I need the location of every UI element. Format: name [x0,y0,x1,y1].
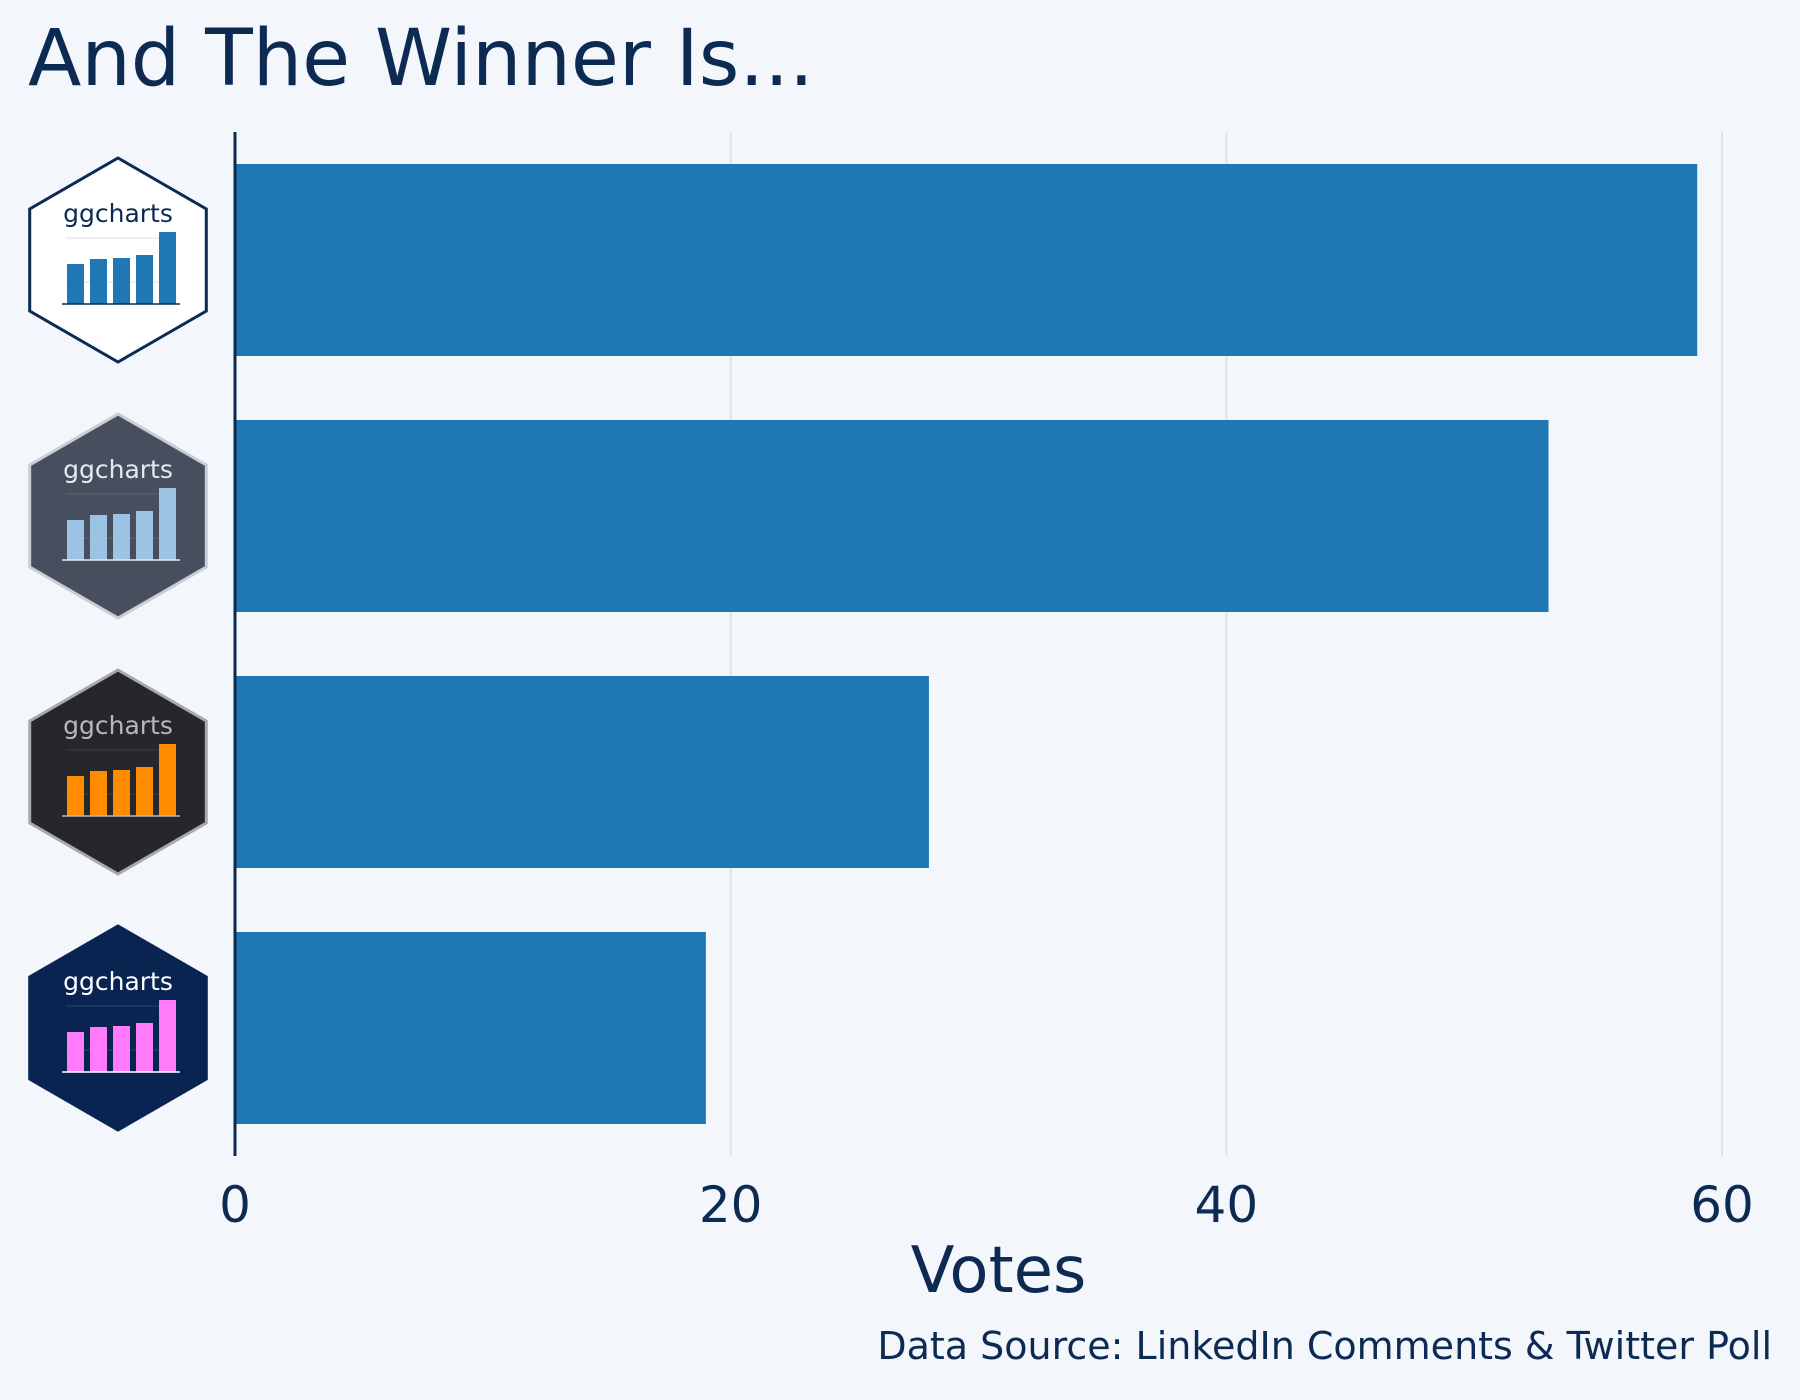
logo-bar-4 [136,767,153,816]
category-logos: ggcharts ggcharts ggcharts ggcharts [28,156,208,1132]
x-tick-label-40: 40 [1195,1176,1259,1234]
x-axis-label: Votes [911,1234,1087,1308]
logo-bar-3 [113,770,130,816]
x-tick-label-60: 60 [1690,1176,1754,1234]
x-tick-label-0: 0 [219,1176,251,1234]
logo-label: ggcharts [63,711,173,740]
bars [235,164,1698,1124]
logo-bar-1 [67,264,84,304]
logo-label: ggcharts [63,455,173,484]
logo-bar-5 [159,232,176,304]
logo-bar-5 [159,488,176,560]
chart-title: And The Winner Is... [28,14,814,104]
logo-bar-4 [136,1023,153,1072]
hex-logo-2: ggcharts [28,412,208,620]
logo-bar-3 [113,514,130,560]
logo-bar-1 [67,1032,84,1072]
logo-bar-5 [159,744,176,816]
bar-3 [235,676,929,868]
bar-4 [235,932,706,1124]
logo-bar-1 [67,520,84,560]
x-tick-labels: 0 20 40 60 [219,1176,1754,1234]
logo-bar-5 [159,1000,176,1072]
logo-bar-4 [136,511,153,560]
logo-bar-4 [136,255,153,304]
logo-bar-2 [90,259,107,304]
logo-bar-1 [67,776,84,816]
x-tick-label-20: 20 [699,1176,763,1234]
bar-1 [235,164,1698,356]
caption: Data Source: LinkedIn Comments & Twitter… [877,1324,1772,1368]
logo-bar-3 [113,258,130,304]
hex-logo-4: ggcharts [28,924,208,1132]
bar-2 [235,420,1549,612]
hex-logo-1: ggcharts [28,156,208,364]
logo-bar-2 [90,1027,107,1072]
logo-bar-3 [113,1026,130,1072]
logo-bar-2 [90,771,107,816]
logo-label: ggcharts [63,199,173,228]
hex-logo-3: ggcharts [28,668,208,876]
logo-bar-2 [90,515,107,560]
logo-label: ggcharts [63,967,173,996]
